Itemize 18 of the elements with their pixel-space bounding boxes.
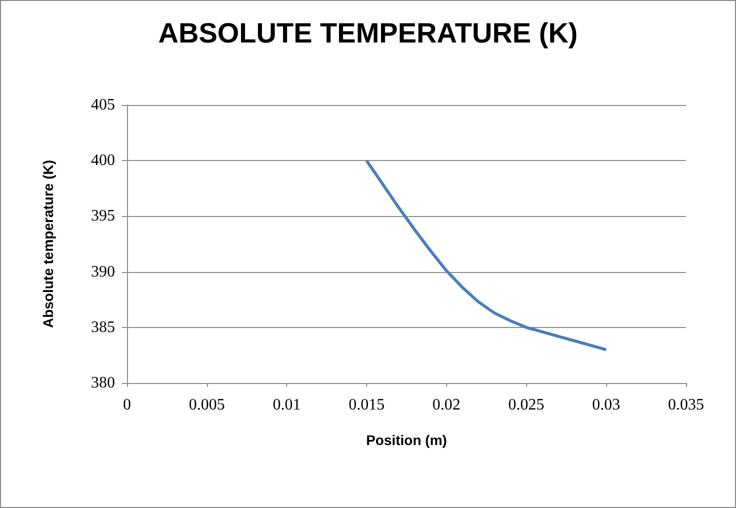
x-tick-label: 0.015 — [348, 396, 385, 414]
x-axis-title: Position (m) — [366, 432, 447, 448]
y-tick-label: 390 — [91, 263, 115, 280]
line-series — [365, 159, 608, 352]
x-tick-label: 0.01 — [272, 396, 301, 414]
y-tick-label: 380 — [91, 374, 115, 392]
chart-title: ABSOLUTE TEMPERATURE (K) — [158, 18, 578, 48]
y-tick-label: 400 — [91, 152, 115, 170]
y-tick-label: 405 — [91, 96, 115, 114]
y-tick-label: 385 — [91, 318, 115, 336]
x-tick-label: 0.02 — [432, 396, 460, 414]
x-tick-label: 0.03 — [592, 396, 620, 414]
y-axis-title: Absolute temperature (K) — [40, 160, 56, 328]
x-tick-label: 0.035 — [668, 396, 704, 414]
x-tick-label: 0 — [123, 396, 131, 414]
y-tick-label: 395 — [91, 208, 115, 225]
x-tick-label: 0.005 — [188, 396, 225, 414]
x-tick-label: 0.025 — [508, 396, 544, 414]
